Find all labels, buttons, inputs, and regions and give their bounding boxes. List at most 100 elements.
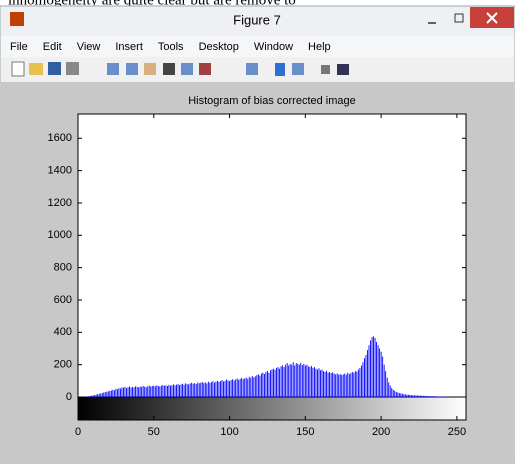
- bar: [434, 396, 435, 397]
- y-tick-label: 1000: [48, 229, 72, 241]
- bar: [99, 394, 100, 397]
- bar: [335, 374, 336, 397]
- bar: [182, 384, 183, 397]
- bar: [388, 382, 389, 397]
- bar: [93, 395, 94, 397]
- bar: [408, 395, 409, 397]
- bar: [285, 365, 286, 397]
- bar: [419, 396, 420, 397]
- bar: [188, 384, 189, 397]
- bar: [223, 381, 224, 397]
- bar: [411, 395, 412, 397]
- bar: [359, 368, 360, 397]
- bar: [300, 363, 301, 397]
- bar: [153, 386, 154, 397]
- bar: [161, 386, 162, 397]
- bar: [265, 372, 266, 397]
- bar: [420, 396, 421, 397]
- bar: [244, 378, 245, 397]
- bar: [114, 390, 115, 397]
- menu-item[interactable]: Window: [254, 41, 293, 53]
- menu-item[interactable]: Help: [308, 41, 331, 53]
- bar: [253, 377, 254, 397]
- bar: [94, 395, 95, 397]
- bar: [208, 382, 209, 397]
- bar: [103, 392, 104, 397]
- bar: [137, 387, 138, 397]
- axes: [78, 114, 466, 397]
- bar: [431, 396, 432, 397]
- y-tick-label: 0: [66, 391, 72, 403]
- menu-item[interactable]: Insert: [115, 41, 143, 53]
- bar: [140, 386, 141, 397]
- bar: [255, 376, 256, 397]
- bar: [112, 390, 113, 397]
- bar: [387, 378, 388, 397]
- bar: [413, 395, 414, 397]
- bar: [262, 373, 263, 397]
- bar: [179, 385, 180, 397]
- bar: [191, 383, 192, 397]
- bar: [279, 369, 280, 397]
- bar: [246, 378, 247, 397]
- bar: [406, 395, 407, 397]
- bar: [100, 393, 101, 397]
- bar: [252, 376, 253, 397]
- bar: [326, 371, 327, 397]
- bar: [393, 390, 394, 397]
- bar: [164, 386, 165, 397]
- bar: [143, 386, 144, 397]
- menu-item[interactable]: Desktop: [199, 41, 239, 53]
- app-icon: [10, 12, 24, 26]
- bar: [117, 389, 118, 397]
- bar: [185, 383, 186, 397]
- bar: [435, 396, 436, 397]
- bar: [394, 391, 395, 397]
- bar: [323, 371, 324, 397]
- menu-item[interactable]: View: [77, 41, 101, 53]
- bar: [346, 375, 347, 397]
- bar: [209, 383, 210, 397]
- bar: [400, 393, 401, 397]
- bar: [141, 387, 142, 397]
- bar: [131, 388, 132, 397]
- bar: [297, 364, 298, 397]
- bar: [281, 366, 282, 397]
- bar: [214, 382, 215, 397]
- bar: [273, 369, 274, 397]
- bar: [173, 384, 174, 397]
- bar: [375, 338, 376, 397]
- bar: [235, 380, 236, 397]
- bar: [132, 387, 133, 397]
- bar: [390, 386, 391, 397]
- bar: [243, 379, 244, 397]
- bar: [146, 387, 147, 397]
- bar: [238, 380, 239, 397]
- bar: [350, 373, 351, 397]
- bar: [331, 373, 332, 397]
- bar: [344, 374, 345, 397]
- bar: [202, 382, 203, 397]
- bar: [135, 386, 136, 397]
- bar: [364, 358, 365, 397]
- bar: [269, 373, 270, 397]
- menu-item[interactable]: File: [10, 41, 28, 53]
- bar: [270, 370, 271, 397]
- bar: [308, 366, 309, 397]
- bar: [165, 385, 166, 397]
- bar: [355, 371, 356, 397]
- bar: [317, 370, 318, 397]
- menu-item[interactable]: Edit: [43, 41, 62, 53]
- menu-item[interactable]: Tools: [158, 41, 184, 53]
- y-tick-label: 1600: [48, 132, 72, 144]
- bar: [275, 370, 276, 397]
- y-tick-label: 400: [54, 326, 72, 338]
- bar: [382, 357, 383, 397]
- bar: [276, 368, 277, 397]
- x-tick-label: 50: [148, 426, 160, 438]
- bar: [241, 378, 242, 397]
- bar: [378, 345, 379, 397]
- bar: [417, 396, 418, 397]
